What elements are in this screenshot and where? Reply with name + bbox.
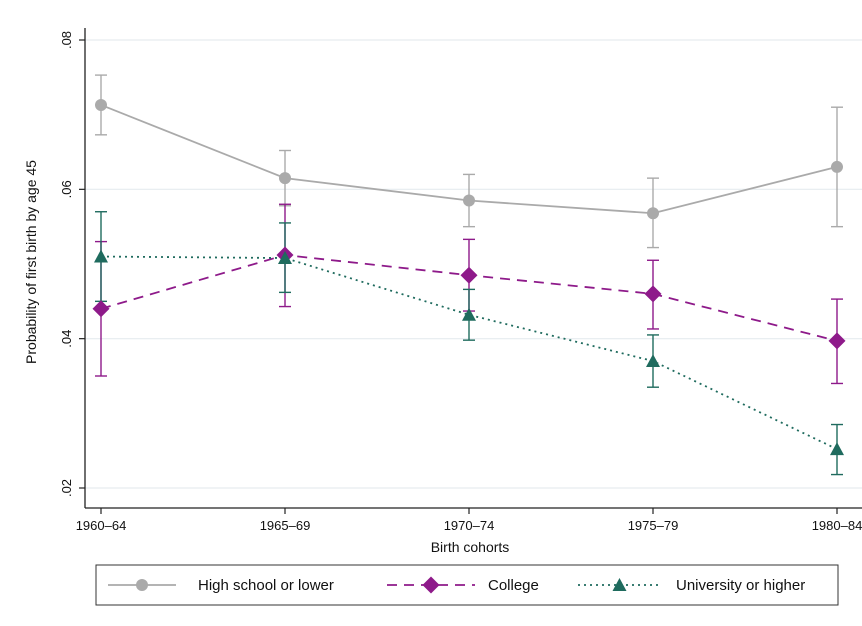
legend-box [95,564,839,606]
legend-label: College [488,577,539,594]
legend-marker [612,578,627,591]
data-point [644,285,662,303]
x-tick-label: 1965–69 [260,518,311,533]
legend-label: University or higher [676,577,805,594]
data-point [831,160,843,173]
y-tick-label: .06 [59,180,74,198]
data-point [279,172,291,185]
y-tick-label: .08 [59,31,74,49]
data-point [278,251,292,264]
data-point [92,300,110,318]
x-tick-label: 1975–79 [628,518,679,533]
data-point [646,354,660,368]
data-point [828,332,846,350]
axes: .02 .04 .06 .08 1960–64 1965–69 1970–74 1975–79… [59,28,862,533]
legend: High school or lower College University or… [95,564,839,606]
legend-label: High school or lower [198,577,334,594]
legend-marker [422,576,440,594]
data-point [460,266,478,284]
data-point [830,442,844,456]
y-tick-label: .04 [59,330,74,348]
data-point [647,207,659,220]
data-point [95,98,107,111]
data-point [463,194,475,207]
x-axis-title: Birth cohorts [431,539,510,555]
legend-marker [136,579,148,591]
x-tick-label: 1980–84 [812,518,862,533]
x-tick-label: 1970–74 [444,518,495,533]
y-tick-label: .02 [59,479,74,497]
data-point [94,249,108,263]
plot-area [85,28,862,508]
series-markers [92,98,846,456]
data-point [462,307,476,321]
y-axis-title: Probability of first birth by age 45 [23,160,39,364]
grid-lines [85,39,862,489]
legend-items: High school or lower College University or… [108,576,805,594]
x-tick-label: 1960–64 [76,518,127,533]
